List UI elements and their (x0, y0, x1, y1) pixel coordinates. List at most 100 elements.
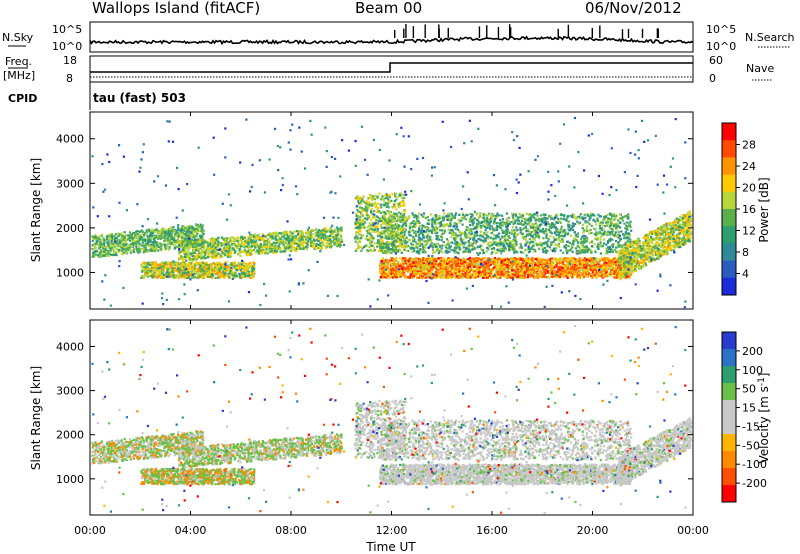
power-cell (281, 250, 284, 253)
power-cell (261, 238, 264, 241)
power-cell (333, 230, 336, 233)
power-cell (251, 271, 254, 274)
power-cell (165, 235, 168, 238)
power-cell (298, 245, 302, 248)
power-cell (154, 263, 157, 266)
power-cell (459, 262, 462, 265)
power-cell (102, 252, 105, 255)
power-cell (188, 234, 191, 238)
power-cell (383, 263, 387, 266)
power-cell (332, 236, 335, 239)
power-cell (202, 229, 205, 232)
power-cell (255, 237, 258, 240)
power-cell (238, 266, 241, 269)
power-cell (291, 235, 294, 238)
power-cell (168, 267, 171, 270)
power-cell (191, 252, 194, 255)
power-cell (163, 262, 166, 265)
power-cell (219, 256, 222, 259)
power-cell (277, 244, 280, 247)
power-cell (257, 244, 260, 248)
power-cell (99, 244, 102, 248)
power-cell (222, 248, 225, 251)
power-cell (251, 249, 254, 252)
power-cell (179, 234, 182, 237)
power-cell (187, 248, 190, 251)
power-cell (277, 247, 280, 250)
power-cell (320, 236, 323, 239)
power-cell (419, 258, 422, 261)
power-cell (272, 232, 275, 235)
power-cell (264, 252, 267, 255)
power-cell (333, 242, 336, 245)
nave-label: Nave (746, 62, 774, 75)
power-cell (123, 236, 126, 239)
power-cell (250, 245, 253, 248)
power-cell (234, 250, 237, 253)
power-cell (337, 236, 340, 239)
power-cell (160, 249, 163, 252)
power-cell (176, 261, 179, 264)
power-cell (165, 247, 168, 250)
power-cell (325, 247, 328, 250)
power-cell (140, 236, 143, 239)
power-cell (255, 234, 258, 237)
power-cell (337, 238, 340, 241)
power-cell (192, 249, 195, 253)
power-cell (290, 241, 293, 245)
power-cell (175, 276, 178, 279)
power-cell (177, 267, 180, 270)
power-cell (160, 243, 163, 246)
power-cell (134, 242, 138, 245)
power-cell (221, 266, 224, 269)
power-cell (157, 229, 160, 233)
power-cell (339, 233, 342, 236)
power-cell (340, 226, 343, 229)
power-cell (564, 258, 567, 261)
power-cell (98, 246, 101, 249)
power-cell (259, 237, 262, 240)
power-cell (250, 269, 253, 272)
power-cell (104, 245, 107, 248)
power-cell (421, 276, 424, 280)
power-cell (146, 266, 149, 269)
power-cell (153, 239, 156, 242)
power-cell (243, 272, 246, 275)
power-cell (184, 244, 187, 247)
power-cell (166, 244, 169, 247)
power-cell (233, 251, 236, 254)
power-cell (586, 269, 589, 273)
power-cell (384, 259, 387, 262)
power-cell (414, 268, 417, 271)
power-cell (270, 238, 273, 241)
power-cell (196, 248, 199, 251)
power-cell (329, 228, 332, 231)
power-cell (177, 246, 180, 249)
power-cell (424, 276, 427, 279)
power-cell (456, 275, 459, 278)
power-cell (284, 241, 287, 244)
power-cell (440, 273, 444, 276)
power-cell (157, 245, 160, 248)
power-cell (215, 256, 218, 259)
power-cell (149, 270, 152, 273)
power-cell (194, 256, 197, 259)
power-cell (214, 263, 217, 266)
power-cell (306, 245, 309, 248)
power-cell (181, 245, 184, 248)
power-cell (294, 242, 297, 245)
cpid-label: CPID (8, 92, 37, 105)
power-cell (180, 270, 183, 273)
power-cell (522, 258, 525, 261)
power-cell (140, 263, 143, 266)
power-cell (178, 274, 181, 277)
power-cell (189, 263, 192, 267)
power-cell (172, 226, 175, 229)
power-cell (196, 262, 199, 265)
power-cell (187, 276, 190, 279)
power-cell (94, 246, 97, 249)
power-cell (222, 275, 225, 278)
power-cell (324, 235, 327, 238)
power-cell (199, 236, 203, 239)
